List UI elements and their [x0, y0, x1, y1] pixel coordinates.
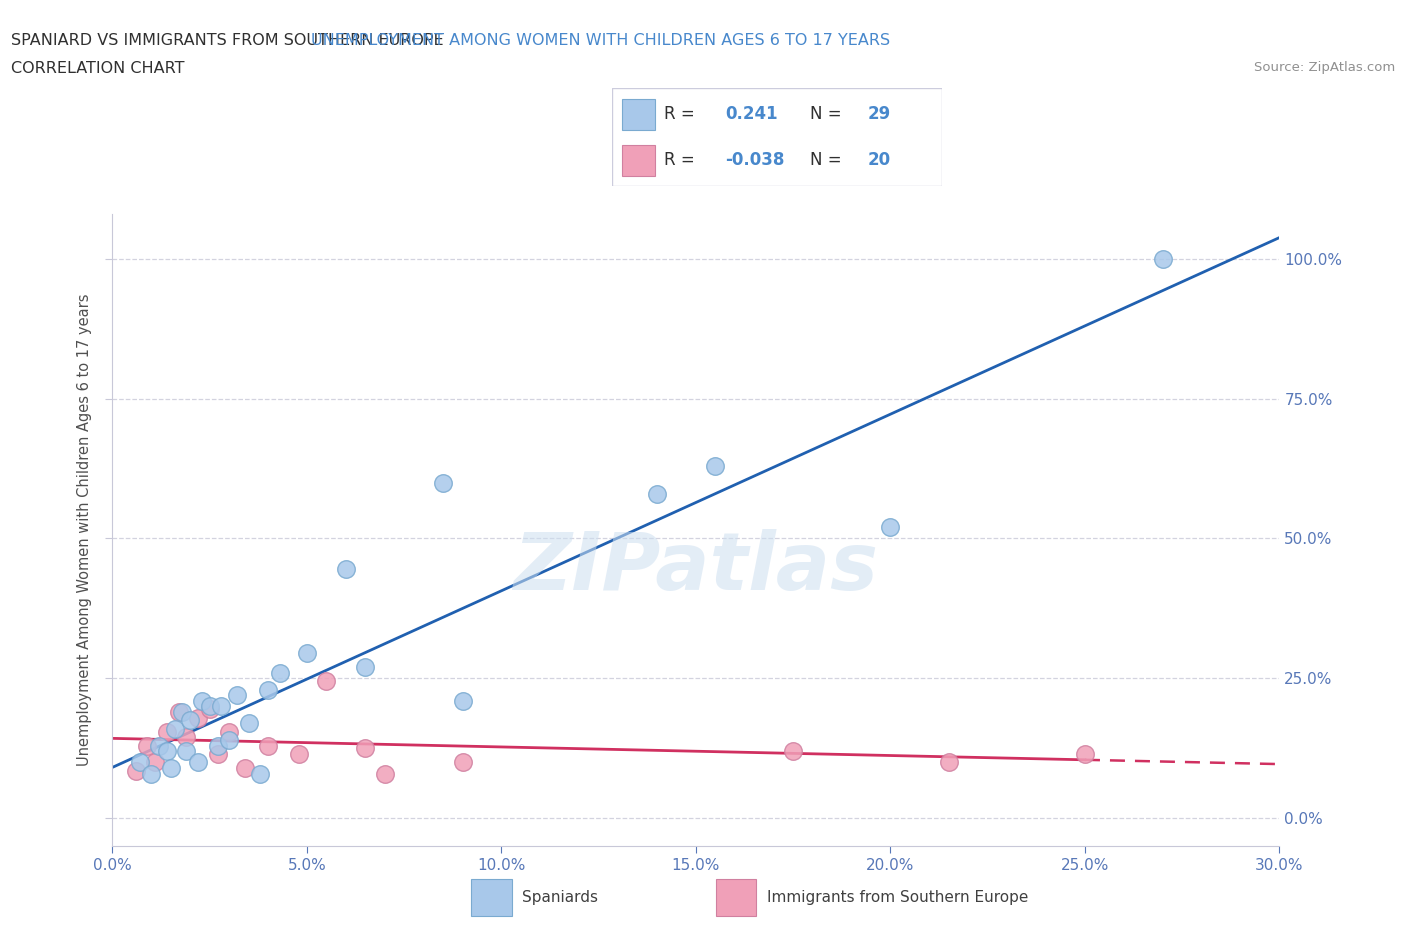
Point: [354, 741, 377, 756]
Point: [187, 755, 209, 770]
Text: Source: ZipAtlas.com: Source: ZipAtlas.com: [1254, 61, 1395, 74]
Point: [938, 755, 960, 770]
Text: SPANIARD VS IMMIGRANTS FROM SOUTHERN EUROPE: SPANIARD VS IMMIGRANTS FROM SOUTHERN EUR…: [11, 33, 449, 47]
Text: Spaniards: Spaniards: [523, 890, 599, 905]
Text: R =: R =: [665, 151, 695, 169]
Point: [207, 747, 229, 762]
Point: [226, 688, 249, 703]
Bar: [471, 879, 512, 916]
Text: UNEMPLOYMENT AMONG WOMEN WITH CHILDREN AGES 6 TO 17 YEARS: UNEMPLOYMENT AMONG WOMEN WITH CHILDREN A…: [311, 33, 890, 47]
Point: [257, 683, 280, 698]
Point: [645, 486, 668, 501]
Point: [141, 766, 163, 781]
Point: [432, 475, 454, 490]
Point: [218, 724, 240, 739]
Point: [295, 645, 318, 660]
Point: [704, 458, 727, 473]
Point: [176, 730, 198, 745]
Text: N =: N =: [810, 151, 841, 169]
Point: [233, 761, 256, 776]
Point: [128, 755, 150, 770]
Point: [218, 733, 240, 748]
Text: CORRELATION CHART: CORRELATION CHART: [11, 61, 184, 76]
Point: [879, 520, 901, 535]
Point: [315, 673, 337, 688]
Point: [187, 711, 209, 725]
Point: [335, 562, 357, 577]
Point: [198, 702, 221, 717]
Text: 29: 29: [868, 105, 891, 124]
Point: [125, 764, 148, 778]
Point: [249, 766, 271, 781]
Point: [269, 665, 291, 680]
Point: [288, 747, 311, 762]
Point: [156, 724, 179, 739]
Point: [1152, 251, 1174, 266]
Y-axis label: Unemployment Among Women with Children Ages 6 to 17 years: Unemployment Among Women with Children A…: [77, 294, 93, 766]
Point: [176, 744, 198, 759]
Point: [198, 699, 221, 714]
Point: [209, 699, 232, 714]
Point: [163, 722, 186, 737]
Point: [172, 705, 194, 720]
Point: [207, 738, 229, 753]
Point: [257, 738, 280, 753]
Text: N =: N =: [810, 105, 841, 124]
Point: [156, 744, 179, 759]
Point: [167, 705, 190, 720]
Text: 20: 20: [868, 151, 891, 169]
Point: [160, 761, 183, 776]
Point: [179, 713, 201, 728]
Point: [1074, 747, 1097, 762]
Point: [148, 738, 170, 753]
Bar: [621, 145, 655, 177]
Bar: [621, 100, 655, 130]
Text: R =: R =: [665, 105, 695, 124]
Point: [374, 766, 396, 781]
Point: [191, 694, 214, 709]
Text: 0.241: 0.241: [725, 105, 779, 124]
Point: [451, 694, 474, 709]
Point: [238, 716, 260, 731]
Text: Immigrants from Southern Europe: Immigrants from Southern Europe: [768, 890, 1029, 905]
Point: [136, 738, 159, 753]
Point: [451, 755, 474, 770]
Point: [782, 744, 804, 759]
Text: -0.038: -0.038: [725, 151, 785, 169]
Bar: [716, 879, 756, 916]
Text: ZIPatlas: ZIPatlas: [513, 529, 879, 607]
Point: [143, 755, 166, 770]
Point: [354, 659, 377, 674]
